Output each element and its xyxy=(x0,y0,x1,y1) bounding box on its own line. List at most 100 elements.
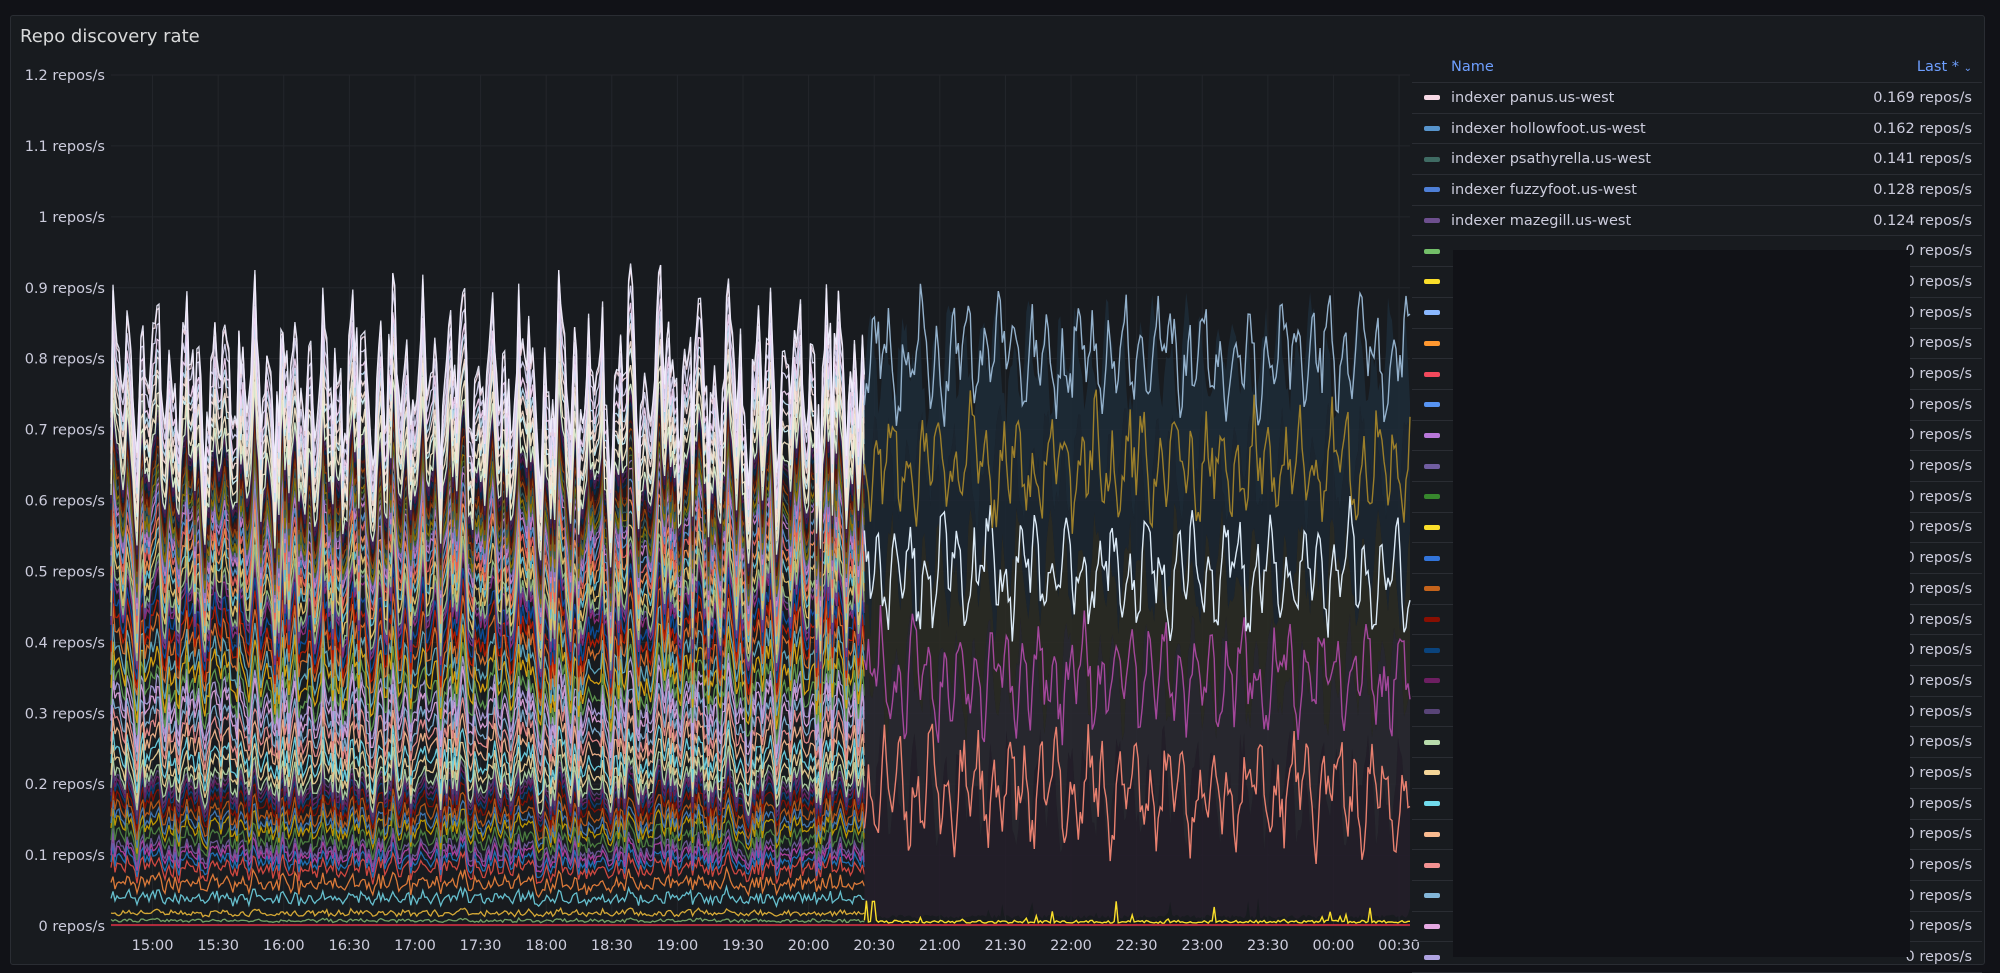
dense-series-line xyxy=(110,515,866,663)
dense-series-line xyxy=(110,703,866,786)
legend-series-last: 0 repos/s xyxy=(1905,550,1972,567)
legend-series-name: indexer mazegill.us-west xyxy=(1451,212,1632,229)
chevron-down-icon: ⌄ xyxy=(1963,63,1972,74)
legend-series-last: 0 repos/s xyxy=(1905,857,1972,874)
legend-series-last: 0 repos/s xyxy=(1905,734,1972,751)
series-area-fill xyxy=(864,503,1410,746)
dense-series-line xyxy=(110,765,866,830)
dense-series-group xyxy=(110,263,866,924)
legend-series-last: 0 repos/s xyxy=(1905,335,1972,352)
dense-series-line xyxy=(110,531,866,671)
legend-series-last: 0 repos/s xyxy=(1905,795,1972,812)
series-color-swatch xyxy=(1424,524,1440,530)
dense-series-line xyxy=(110,827,866,868)
dense-series-line xyxy=(110,795,866,849)
dense-series-line xyxy=(110,720,866,797)
dense-series-line xyxy=(110,604,866,719)
series-color-swatch xyxy=(1424,801,1440,807)
x-tick-label: 18:00 xyxy=(525,938,567,954)
dense-series-line xyxy=(110,662,866,759)
dense-series-line xyxy=(110,813,866,861)
x-tick-label: 23:30 xyxy=(1247,938,1289,954)
legend-series-last: 0 repos/s xyxy=(1905,396,1972,413)
legend-header-last[interactable]: Last * ⌄ xyxy=(1917,59,1982,75)
dense-series-line xyxy=(110,752,866,822)
dense-series-line xyxy=(110,884,865,909)
series-color-swatch xyxy=(1424,678,1440,684)
dense-series-line xyxy=(110,865,866,899)
dense-series-line xyxy=(110,561,866,689)
y-tick-label: 0.3 repos/s xyxy=(25,706,105,722)
series-area-fill xyxy=(864,292,1410,538)
y-tick-label: 0.1 repos/s xyxy=(25,848,105,864)
series-line xyxy=(863,900,1410,925)
legend-row[interactable]: 0 repos/s xyxy=(1412,942,1982,973)
series-color-swatch xyxy=(1424,647,1440,653)
x-tick-label: 19:00 xyxy=(657,938,699,954)
legend-series-last: 0.141 repos/s xyxy=(1873,151,1972,168)
legend-series-last: 0 repos/s xyxy=(1905,488,1972,505)
y-tick-label: 1.1 repos/s xyxy=(25,139,105,155)
legend-series-name: indexer panus.us-west xyxy=(1451,89,1615,106)
legend-header-last-label: Last * xyxy=(1916,59,1959,75)
series-color-swatch xyxy=(1424,95,1440,101)
legend-series-name: indexer psathyrella.us-west xyxy=(1451,151,1651,168)
y-tick-label: 0.2 repos/s xyxy=(25,777,105,793)
legend-series-last: 0 repos/s xyxy=(1905,458,1972,475)
dense-series-line xyxy=(110,833,866,873)
legend-row[interactable]: indexer panus.us-west 0.169 repos/s xyxy=(1412,83,1982,114)
series-color-swatch xyxy=(1424,709,1440,715)
series-color-swatch xyxy=(1424,218,1440,224)
legend-series-last: 0 repos/s xyxy=(1905,611,1972,628)
legend-series-last: 0 repos/s xyxy=(1905,949,1972,966)
legend-series-last: 0 repos/s xyxy=(1905,887,1972,904)
dense-series-line xyxy=(110,676,866,770)
series-color-swatch xyxy=(1424,371,1440,377)
series-color-swatch xyxy=(1424,340,1440,346)
legend-series-last: 0 repos/s xyxy=(1905,273,1972,290)
series-line xyxy=(863,389,1411,534)
legend-series-last: 0 repos/s xyxy=(1905,642,1972,659)
series-color-swatch xyxy=(1424,862,1440,868)
legend-row[interactable]: indexer psathyrella.us-west 0.141 repos/s xyxy=(1412,144,1982,176)
legend-series-last: 0 repos/s xyxy=(1905,304,1972,321)
legend-series-last: 0 repos/s xyxy=(1905,427,1972,444)
series-color-swatch xyxy=(1424,156,1440,162)
y-tick-label: 0.8 repos/s xyxy=(25,352,105,368)
x-tick-label: 19:30 xyxy=(722,938,764,954)
legend-series-name: indexer hollowfoot.us-west xyxy=(1451,120,1646,137)
dense-series-line xyxy=(110,586,866,707)
y-tick-label: 1.2 repos/s xyxy=(25,68,105,84)
x-tick-label: 23:00 xyxy=(1181,938,1223,954)
panel-title[interactable]: Repo discovery rate xyxy=(20,26,200,47)
series-area-fill xyxy=(864,725,1410,919)
dense-series-line xyxy=(110,689,866,777)
series-color-swatch xyxy=(1424,617,1440,623)
series-area-fill xyxy=(864,612,1410,853)
series-line xyxy=(863,723,1411,864)
y-tick-label: 0.6 repos/s xyxy=(25,494,105,510)
dense-series-line xyxy=(110,653,866,753)
series-color-swatch xyxy=(1424,739,1440,745)
dense-series-line xyxy=(110,378,866,568)
dense-series-line xyxy=(110,263,866,490)
legend-row[interactable]: indexer hollowfoot.us-west 0.162 repos/s xyxy=(1412,114,1982,145)
y-tick-label: 1 repos/s xyxy=(39,210,105,226)
x-tick-label: 20:30 xyxy=(853,938,895,954)
legend-row[interactable]: indexer fuzzyfoot.us-west 0.128 repos/s xyxy=(1412,175,1982,206)
legend-row[interactable]: indexer mazegill.us-west 0.124 repos/s xyxy=(1412,206,1982,237)
legend-header-name[interactable]: Name xyxy=(1451,59,1494,75)
y-tick-label: 0 repos/s xyxy=(39,919,105,935)
series-color-swatch xyxy=(1424,402,1440,408)
x-tick-label: 17:30 xyxy=(460,938,502,954)
series-color-swatch xyxy=(1424,310,1440,316)
x-tick-label: 00:00 xyxy=(1313,938,1355,954)
dense-series-line xyxy=(110,640,866,745)
dense-series-line xyxy=(110,774,866,833)
series-area-fill xyxy=(864,402,1410,643)
x-tick-label: 22:30 xyxy=(1116,938,1158,954)
legend-series-last: 0 repos/s xyxy=(1905,366,1972,383)
x-tick-label: 21:30 xyxy=(985,938,1027,954)
dense-series-line xyxy=(110,849,866,885)
